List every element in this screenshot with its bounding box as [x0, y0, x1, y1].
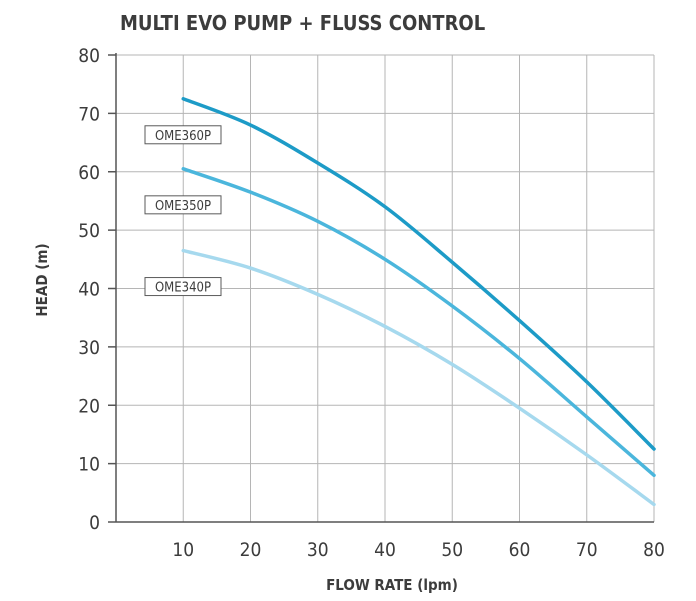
y-tick-label: 30 — [78, 337, 100, 359]
series-label: OME360P — [155, 129, 211, 144]
series-curve-ome340p — [181, 248, 656, 507]
y-tick-label: 10 — [78, 454, 100, 476]
series-label-box — [144, 125, 222, 145]
series-label: OME340P — [155, 281, 211, 296]
chart-title: MULTI EVO PUMP + FLUSS CONTROL — [120, 11, 485, 35]
x-tick-label: 10 — [172, 539, 194, 561]
series-curve-ome360p — [181, 97, 656, 451]
x-tick-label: 40 — [374, 539, 396, 561]
y-tick-label: 80 — [78, 45, 100, 67]
x-tick-label: 80 — [643, 539, 665, 561]
y-axis-label: HEAD (m) — [33, 243, 51, 316]
y-tick-label: 40 — [78, 279, 100, 301]
y-tick-label: 20 — [78, 395, 100, 417]
x-tick-label: 20 — [240, 539, 262, 561]
tick-labels: 10 20 30 40 50 60 70 80 0 10 20 30 40 50 60 70 80 — [78, 45, 665, 561]
series-label-box — [144, 195, 222, 215]
series-label: OME350P — [155, 199, 211, 214]
x-axis-label: FLOW RATE (lpm) — [326, 576, 458, 594]
y-tick-label: 60 — [78, 162, 100, 184]
x-tick-label: 30 — [307, 539, 329, 561]
y-tick-label: 50 — [78, 220, 100, 242]
y-tick-label: 70 — [78, 103, 100, 125]
axes — [108, 53, 654, 523]
x-tick-label: 50 — [441, 539, 463, 561]
y-tick-label: 0 — [89, 512, 100, 534]
series-curves: OME360P OME350P OME340P — [144, 97, 656, 507]
x-tick-label: 70 — [576, 539, 598, 561]
series-curve-ome350p — [181, 167, 656, 478]
series-label-box — [144, 277, 222, 297]
x-tick-label: 60 — [509, 539, 531, 561]
